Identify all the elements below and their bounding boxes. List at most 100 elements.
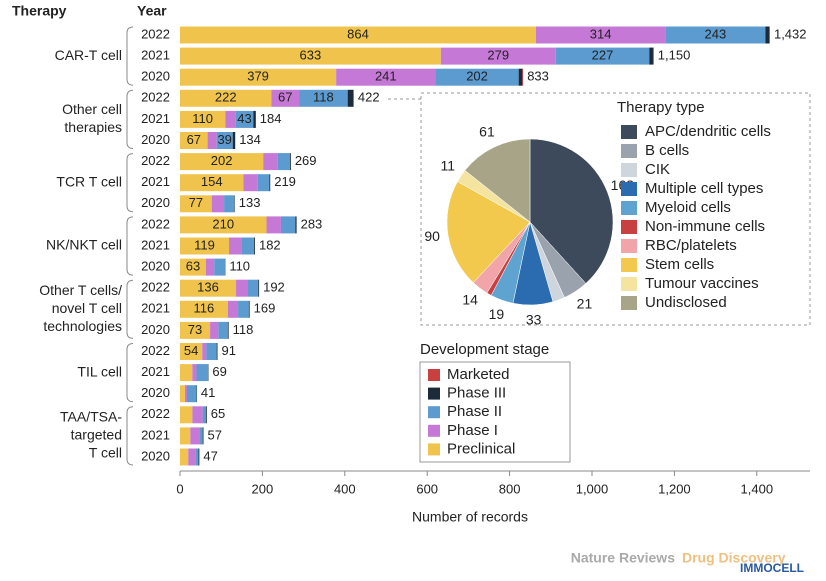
pie-label: 19: [489, 306, 505, 322]
bar-segment: [227, 321, 229, 339]
bar-segment: [243, 174, 258, 192]
bar-segment: [180, 406, 193, 424]
bar-segment: [180, 385, 185, 403]
bar-segment: [765, 26, 770, 44]
segment-label: 118: [313, 90, 334, 105]
bar-segment: [180, 300, 228, 318]
legend-label: Phase II: [447, 403, 502, 420]
bar-segment: [295, 216, 297, 234]
year-label: 2022: [141, 280, 170, 295]
bar-segment: [192, 406, 203, 424]
legend-label: Non-immune cells: [645, 218, 765, 235]
pie-label: 33: [526, 312, 542, 328]
year-label: 2020: [141, 259, 170, 274]
segment-label: 63: [186, 259, 200, 274]
group-label: technologies: [43, 318, 122, 334]
bar-segment: [769, 26, 770, 44]
year-label: 2022: [141, 153, 170, 168]
total-label: 269: [295, 153, 317, 168]
bar-segment: [224, 195, 235, 213]
bar-segment: [218, 321, 228, 339]
total-label: 1,432: [774, 26, 807, 41]
bar-segment: [198, 448, 200, 466]
year-label: 2020: [141, 322, 170, 337]
bar-segment: [180, 47, 441, 65]
total-label: 91: [221, 343, 235, 358]
bar-segment: [180, 343, 203, 360]
bar-segment: [180, 216, 267, 234]
bar-segment: [235, 110, 254, 128]
bar-segment: [535, 26, 666, 44]
bar-segment: [180, 237, 230, 255]
bar-segment: [280, 216, 296, 234]
total-label: 833: [527, 69, 549, 84]
bar-segment: [202, 343, 207, 360]
legend-label: CIK: [645, 161, 670, 178]
legend-swatch: [621, 163, 637, 177]
group-label: TCR T cell: [56, 173, 122, 189]
bar-segment: [180, 132, 208, 149]
bar-segment: [248, 300, 250, 318]
x-tick-label: 800: [499, 481, 521, 496]
bar-segment: [238, 300, 249, 318]
bar-segment: [266, 216, 281, 234]
year-label: 2022: [141, 90, 170, 105]
total-label: 47: [203, 448, 217, 463]
segment-label: 110: [192, 111, 213, 126]
total-label: 169: [254, 301, 276, 316]
segment-label: 73: [188, 322, 202, 337]
bar-segment: [184, 385, 188, 403]
legend-swatch: [621, 125, 637, 139]
total-label: 133: [239, 195, 261, 210]
legend-swatch: [621, 277, 637, 291]
bar-segment: [211, 195, 225, 213]
legend-label: Myeloid cells: [645, 199, 731, 216]
bar-segment: [277, 153, 291, 171]
legend-label: Preclinical: [447, 440, 515, 457]
segment-label: 314: [590, 26, 612, 41]
legend-swatch: [621, 258, 637, 272]
bar-segment: [180, 26, 536, 44]
x-tick-label: 600: [416, 481, 438, 496]
year-label: 2022: [141, 343, 170, 358]
stage-legend-box: [419, 361, 571, 463]
bar-segment: [202, 427, 204, 445]
legend-swatch: [621, 239, 637, 253]
bar-segment: [187, 385, 197, 403]
source-journal: Nature Reviews: [571, 550, 675, 566]
pie-label: 21: [577, 295, 593, 311]
total-label: 57: [207, 427, 221, 442]
bar-segment: [210, 321, 219, 339]
segment-label: 202: [211, 153, 233, 168]
bar-segment: [440, 47, 556, 65]
pie-slice: [529, 138, 614, 284]
segment-label: 633: [300, 48, 322, 63]
total-label: 41: [201, 385, 215, 400]
bar-segment: [522, 68, 524, 86]
legend-label: Phase III: [447, 385, 506, 402]
segment-label: 54: [184, 343, 198, 358]
bar-segment: [192, 364, 197, 382]
bar-segment: [241, 237, 255, 255]
x-tick-label: 200: [252, 481, 274, 496]
bar-segment: [205, 406, 207, 424]
segment-label: 67: [187, 132, 201, 147]
segment-label: 39: [217, 132, 231, 147]
pie-slice: [464, 138, 531, 223]
header-therapy: Therapy: [12, 3, 67, 19]
group-label: novel T cell: [52, 300, 122, 316]
total-label: 219: [274, 174, 296, 189]
total-label: 118: [233, 322, 254, 337]
legend-swatch: [428, 406, 440, 419]
bar-segment: [180, 448, 189, 466]
pie-label: 90: [424, 228, 440, 244]
legend-swatch: [428, 369, 440, 381]
bar-segment: [180, 110, 226, 128]
segment-label: 222: [215, 90, 237, 105]
bar-segment: [180, 427, 191, 445]
year-label: 2020: [141, 195, 170, 210]
year-label: 2021: [141, 237, 170, 252]
year-label: 2020: [141, 448, 170, 463]
bar-segment: [353, 89, 354, 107]
